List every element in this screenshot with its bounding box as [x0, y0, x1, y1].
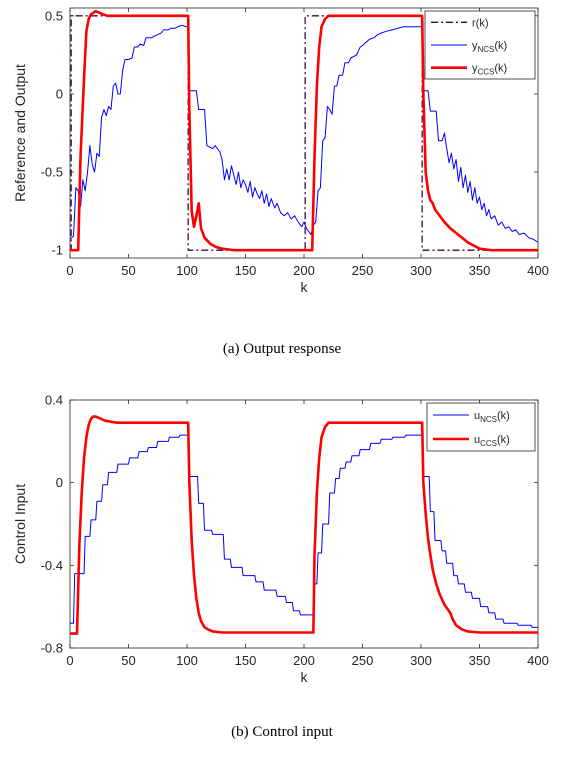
x-tick-label: 300: [410, 263, 432, 278]
x-axis-label: k: [301, 669, 309, 685]
x-tick-label: 350: [469, 653, 491, 668]
x-tick-label: 300: [410, 653, 432, 668]
y-axis-label: Reference and Output: [12, 64, 28, 202]
x-tick-label: 200: [293, 263, 315, 278]
y-tick-label: -0.4: [41, 558, 63, 573]
x-tick-label: 350: [469, 263, 491, 278]
y-axis-label: Control Input: [12, 484, 28, 564]
x-tick-label: 200: [293, 653, 315, 668]
x-tick-label: 400: [527, 653, 549, 668]
legend-label: uNCS(k): [474, 410, 510, 424]
y-tick-label: 0.5: [45, 8, 63, 23]
series-line-yncs-k: [70, 24, 538, 243]
x-tick-label: 100: [176, 263, 198, 278]
x-tick-label: 250: [352, 653, 374, 668]
x-tick-label: 150: [235, 263, 257, 278]
series-line-uccs-k: [70, 415, 538, 635]
legend: r(k) yNCS(k) yCCS(k): [424, 10, 536, 80]
series-line-yccs-k: [70, 9, 538, 252]
series-group: [70, 9, 538, 252]
series-group: [70, 415, 538, 635]
x-tick-label: 50: [121, 263, 135, 278]
control-input-caption: (b) Control input: [231, 724, 333, 740]
x-tick-label: 100: [176, 653, 198, 668]
y-tick-label: 0.4: [45, 393, 63, 408]
y-tick-label: 0: [56, 86, 63, 101]
legend-label: r(k): [472, 17, 489, 29]
series-line-uncs-k: [70, 434, 538, 628]
legend-box: [426, 402, 536, 452]
x-tick-label: 0: [66, 263, 73, 278]
y-tick-label: -0.5: [41, 165, 63, 180]
output-response-caption: (a) Output response: [222, 341, 342, 357]
legend-label: yNCS(k): [472, 40, 507, 54]
x-tick-label: 50: [121, 653, 135, 668]
x-tick-label: 0: [66, 653, 73, 668]
y-tick-label: 0: [56, 475, 63, 490]
y-tick-label: -0.8: [41, 641, 63, 656]
plot-frame: [69, 399, 539, 649]
legend: uNCS(k) uCCS(k): [426, 402, 536, 452]
x-axis-label: k: [301, 279, 309, 295]
output-response-chart: 0 50 100 150 200 250 300 350 400 0.5 0 -0.5 -1 k Refer…: [12, 7, 549, 295]
x-tick-label: 400: [527, 263, 549, 278]
legend-label: uCCS(k): [474, 434, 510, 448]
x-tick-label: 150: [235, 653, 257, 668]
y-tick-label: -1: [51, 243, 63, 258]
x-tick-label: 250: [352, 263, 374, 278]
legend-label: yCCS(k): [472, 63, 507, 77]
